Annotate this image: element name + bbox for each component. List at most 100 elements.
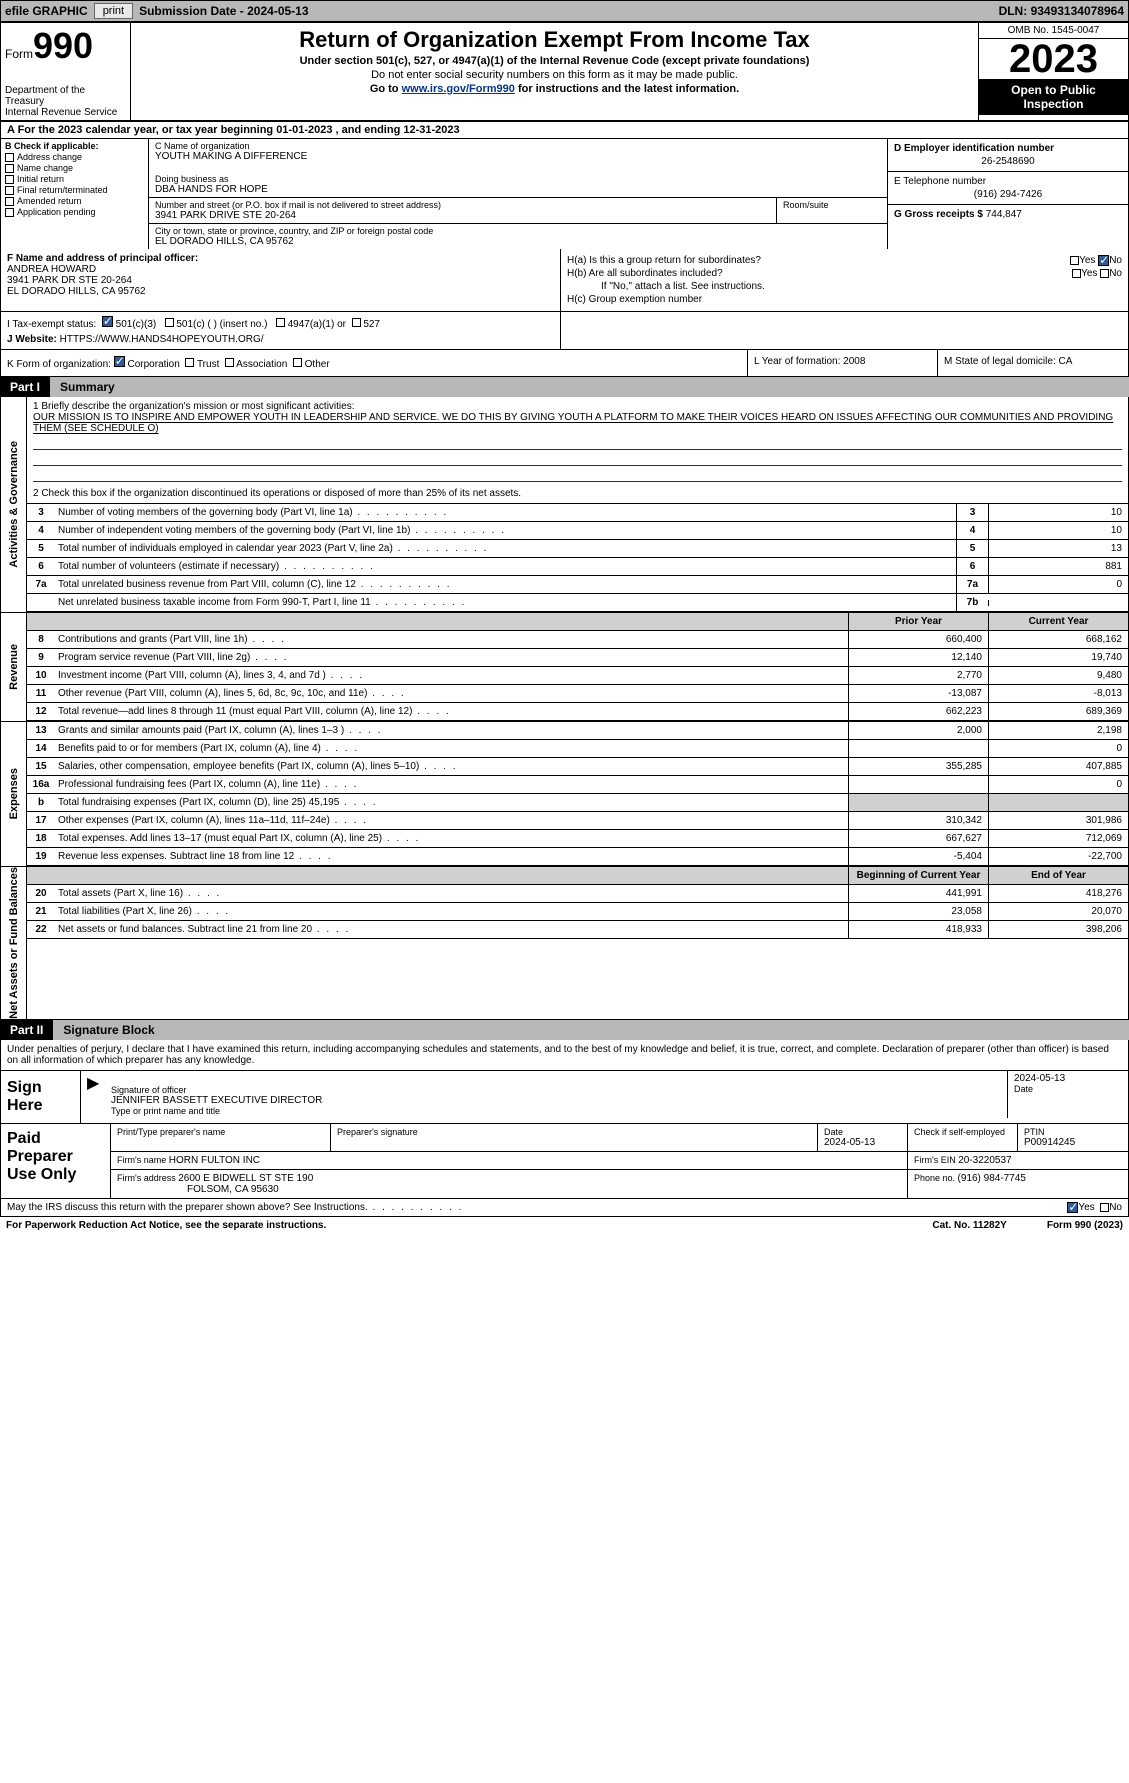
row-desc: Investment income (Part VIII, column (A)…: [55, 667, 848, 684]
row-num: 13: [27, 722, 55, 739]
checkbox-501c3[interactable]: [102, 316, 113, 327]
data-row: 10 Investment income (Part VIII, column …: [27, 667, 1128, 685]
firm-addr: 2600 E BIDWELL ST STE 190: [178, 1173, 313, 1184]
q2-text: 2 Check this box if the organization dis…: [33, 488, 521, 499]
i-label: I Tax-exempt status:: [7, 319, 96, 330]
phone-label: E Telephone number: [894, 176, 1122, 187]
hb-no: No: [1109, 268, 1122, 279]
prior-val: 310,342: [848, 812, 988, 829]
checkbox-other[interactable]: [293, 358, 302, 367]
row-desc: Total fundraising expenses (Part IX, col…: [55, 794, 848, 811]
ha-label: H(a) Is this a group return for subordin…: [567, 255, 1070, 266]
side-ag: Activities & Governance: [1, 397, 27, 612]
name-change: Name change: [17, 163, 73, 173]
sub-date: 2024-05-13: [247, 4, 308, 18]
summary-row: 7a Total unrelated business revenue from…: [27, 576, 1128, 594]
state-domicile: M State of legal domicile: CA: [938, 350, 1128, 376]
row-desc: Total number of volunteers (estimate if …: [55, 558, 956, 575]
prior-val: [848, 776, 988, 793]
k-assoc: Association: [236, 359, 287, 370]
irs-link[interactable]: www.irs.gov/Form990: [402, 83, 515, 95]
row-desc: Net unrelated business taxable income fr…: [55, 594, 956, 611]
row-desc: Salaries, other compensation, employee b…: [55, 758, 848, 775]
goto-pre: Go to: [370, 83, 402, 95]
checkbox-final[interactable]: [5, 186, 14, 195]
firm-phone-label: Phone no.: [914, 1173, 958, 1183]
checkbox-irs-no[interactable]: [1100, 1203, 1109, 1212]
dba-label: Doing business as: [155, 174, 881, 184]
row-num: 11: [27, 685, 55, 702]
data-row: 12 Total revenue—add lines 8 through 11 …: [27, 703, 1128, 721]
prior-val: [848, 740, 988, 757]
checkbox-addr-change[interactable]: [5, 153, 14, 162]
501c: 501(c) ( ) (insert no.): [176, 319, 267, 330]
checkbox-initial[interactable]: [5, 175, 14, 184]
row-num: 10: [27, 667, 55, 684]
row-desc: Total liabilities (Part X, line 26): [55, 903, 848, 920]
officer-name: ANDREA HOWARD: [7, 264, 554, 275]
dln: DLN: 93493134078964: [995, 4, 1128, 18]
row-num: b: [27, 794, 55, 811]
checkbox-irs-yes[interactable]: [1067, 1202, 1078, 1213]
checkbox-hb-no[interactable]: [1100, 269, 1109, 278]
officer-label: F Name and address of principal officer:: [7, 253, 554, 264]
print-button[interactable]: print: [94, 3, 133, 19]
dept-treasury: Department of the Treasury: [5, 85, 126, 107]
row-val: 881: [988, 558, 1128, 575]
checkbox-ha-no[interactable]: [1098, 255, 1109, 266]
street-label: Number and street (or P.O. box if mail i…: [155, 200, 770, 210]
prior-val: -5,404: [848, 848, 988, 865]
row-num: 16a: [27, 776, 55, 793]
checkbox-527[interactable]: [352, 318, 361, 327]
blank-line: [33, 436, 1122, 450]
row-val: [988, 600, 1128, 606]
form-990: 990: [33, 25, 93, 66]
curr-val: 407,885: [988, 758, 1128, 775]
checkbox-4947[interactable]: [276, 318, 285, 327]
side-exp: Expenses: [1, 722, 27, 866]
row-num: 7a: [27, 576, 55, 593]
checkbox-name-change[interactable]: [5, 164, 14, 173]
form-number-cell: Form990 Department of the Treasury Inter…: [1, 23, 131, 120]
open-inspection: Open to Public Inspection: [979, 79, 1128, 115]
submission-label: Submission Date - 2024-05-13: [135, 4, 312, 18]
col-c: C Name of organization YOUTH MAKING A DI…: [149, 139, 888, 249]
k-other: Other: [305, 359, 330, 370]
501c3: 501(c)(3): [116, 319, 157, 330]
checkbox-501c[interactable]: [165, 318, 174, 327]
checkbox-hb-yes[interactable]: [1072, 269, 1081, 278]
prior-val: -13,087: [848, 685, 988, 702]
mission-block: 1 Briefly describe the organization's mi…: [27, 397, 1128, 504]
checkbox-trust[interactable]: [185, 358, 194, 367]
side-rev-text: Revenue: [8, 644, 20, 690]
curr-val: 0: [988, 776, 1128, 793]
checkbox-ha-yes[interactable]: [1070, 256, 1079, 265]
boy-hdr: Beginning of Current Year: [848, 867, 988, 884]
prior-val: 2,000: [848, 722, 988, 739]
m-val: CA: [1059, 356, 1073, 367]
row-desc: Benefits paid to or for members (Part IX…: [55, 740, 848, 757]
street-value: 3941 PARK DRIVE STE 20-264: [155, 210, 770, 221]
print-name-label: Print/Type preparer's name: [117, 1127, 324, 1137]
row-box: 3: [956, 504, 988, 521]
checkbox-amended[interactable]: [5, 197, 14, 206]
hb-note: If "No," attach a list. See instructions…: [567, 281, 1122, 292]
hb-label: H(b) Are all subordinates included?: [567, 268, 1072, 279]
checkbox-app-pending[interactable]: [5, 208, 14, 217]
checkbox-corp[interactable]: [114, 356, 125, 367]
self-emp-label: Check if self-employed: [914, 1127, 1005, 1137]
checkbox-assoc[interactable]: [225, 358, 234, 367]
data-row: b Total fundraising expenses (Part IX, c…: [27, 794, 1128, 812]
curr-val: 301,986: [988, 812, 1128, 829]
ag-section: Activities & Governance 1 Briefly descri…: [0, 397, 1129, 613]
row-desc: Other revenue (Part VIII, column (A), li…: [55, 685, 848, 702]
sub-lbl: Submission Date -: [139, 4, 247, 18]
prior-val: 667,627: [848, 830, 988, 847]
eoy-hdr: End of Year: [988, 867, 1128, 884]
row-num: 18: [27, 830, 55, 847]
col-de: D Employer identification number 26-2548…: [888, 139, 1128, 249]
fh-row: F Name and address of principal officer:…: [0, 249, 1129, 312]
mission-question: 1 Briefly describe the organization's mi…: [33, 401, 1122, 412]
row-desc: Total assets (Part X, line 16): [55, 885, 848, 902]
pra-notice: For Paperwork Reduction Act Notice, see …: [6, 1220, 326, 1231]
